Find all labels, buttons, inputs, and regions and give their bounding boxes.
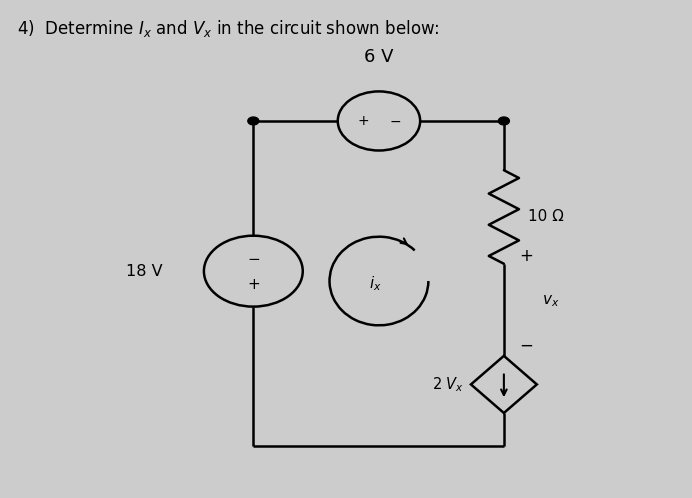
Text: $v_x$: $v_x$ xyxy=(542,293,559,309)
Text: $i_x$: $i_x$ xyxy=(370,274,382,293)
Circle shape xyxy=(498,117,509,125)
Text: 10 Ω: 10 Ω xyxy=(528,210,564,225)
Circle shape xyxy=(248,117,259,125)
Text: $-$: $-$ xyxy=(247,250,260,265)
Text: 18 V: 18 V xyxy=(126,263,163,279)
Text: $+$: $+$ xyxy=(357,114,370,128)
Text: $-$: $-$ xyxy=(519,336,533,354)
Text: $+$: $+$ xyxy=(247,277,260,292)
Text: 6 V: 6 V xyxy=(364,48,394,66)
Text: $-$: $-$ xyxy=(388,114,401,128)
Text: 2 $V_x$: 2 $V_x$ xyxy=(432,375,464,394)
Text: +: + xyxy=(519,248,533,265)
Text: 4)  Determine $I_x$ and $V_x$ in the circuit shown below:: 4) Determine $I_x$ and $V_x$ in the circ… xyxy=(17,17,439,38)
